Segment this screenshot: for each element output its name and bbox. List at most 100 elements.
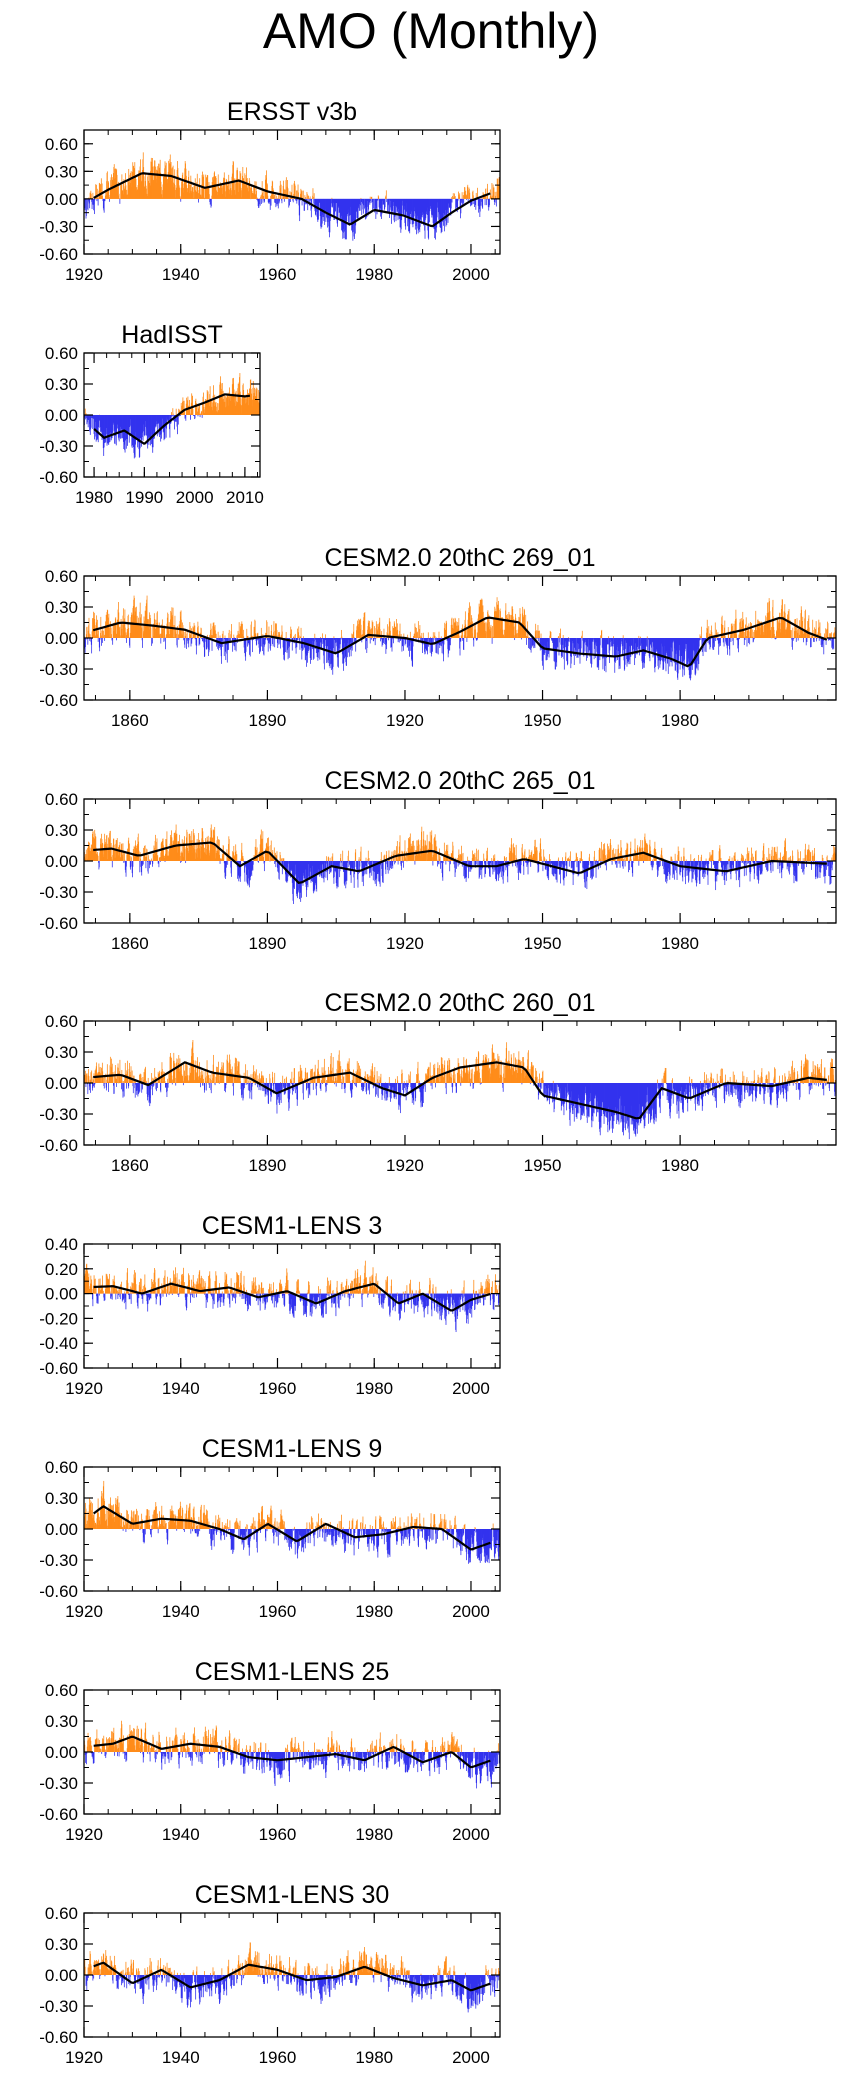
data-bar: [311, 861, 313, 881]
data-bar: [437, 861, 438, 867]
data-bar: [462, 198, 464, 203]
data-bar: [383, 628, 385, 638]
data-bar: [186, 638, 187, 649]
data-bar: [234, 394, 236, 415]
data-bar: [534, 638, 536, 648]
data-bar: [95, 184, 97, 199]
data-bar: [226, 861, 227, 868]
data-bar: [348, 198, 350, 213]
data-bar: [140, 174, 142, 199]
data-bar: [575, 859, 576, 861]
data-bar: [140, 415, 142, 438]
y-tick-label: 0.30: [45, 162, 78, 181]
data-bar: [193, 415, 195, 416]
x-tick-label: 2000: [452, 265, 490, 284]
data-bar: [125, 415, 126, 434]
data-bar: [335, 198, 336, 212]
data-bar: [394, 623, 396, 638]
data-bar: [580, 638, 582, 649]
data-bar: [260, 627, 262, 638]
data-bar: [213, 179, 215, 199]
data-bar: [246, 398, 248, 415]
data-bar: [329, 861, 331, 868]
data-bar: [98, 630, 99, 638]
data-bar: [205, 407, 207, 415]
data-bar: [722, 625, 724, 638]
data-bar: [254, 396, 256, 415]
data-bar: [228, 839, 230, 861]
data-bar: [408, 638, 409, 651]
data-bar: [450, 638, 451, 646]
data-bar: [342, 850, 344, 861]
data-bar: [374, 626, 375, 638]
data-bar: [462, 852, 464, 861]
data-bar: [319, 638, 321, 643]
data-bar: [298, 635, 300, 638]
data-bar: [387, 861, 389, 874]
data-bar: [498, 861, 500, 878]
data-bar: [591, 638, 593, 654]
data-bar: [250, 379, 252, 415]
data-bar: [433, 638, 435, 640]
data-bar: [349, 638, 350, 657]
data-bar: [93, 415, 95, 434]
data-bar: [252, 399, 253, 415]
data-bar: [409, 631, 411, 638]
data-bar: [233, 845, 235, 861]
data-bar: [166, 415, 168, 421]
data-bar: [531, 638, 532, 648]
data-bar: [516, 633, 517, 638]
data-bar: [489, 861, 491, 878]
data-bar: [353, 198, 355, 232]
data-bar: [715, 638, 717, 642]
data-bar: [199, 178, 201, 199]
data-bar: [174, 415, 175, 430]
data-bar: [564, 861, 566, 866]
data-bar: [357, 861, 359, 875]
data-bar: [154, 415, 156, 428]
data-bar: [207, 634, 208, 638]
data-bar: [528, 849, 530, 861]
data-bar: [280, 184, 282, 199]
data-bar: [533, 638, 535, 649]
data-bar: [257, 638, 258, 641]
data-bar: [516, 633, 518, 638]
data-bar: [239, 391, 241, 415]
data-bar: [608, 636, 610, 638]
data-bar: [360, 624, 362, 638]
data-bar: [497, 860, 499, 861]
data-bar: [265, 638, 267, 640]
data-bar: [661, 638, 663, 661]
data-bar: [660, 638, 662, 658]
data-bar: [238, 861, 240, 879]
data-bar: [215, 178, 217, 199]
data-bar: [785, 629, 786, 638]
data-bar: [190, 402, 192, 415]
data-bar: [93, 198, 95, 205]
data-bar: [337, 861, 339, 888]
data-bar: [466, 861, 468, 862]
data-bar: [106, 843, 108, 861]
data-bar: [495, 198, 497, 207]
data-bar: [277, 638, 279, 648]
data-bar: [502, 629, 504, 638]
data-bar: [334, 198, 336, 220]
data-bar: [418, 198, 420, 221]
data-bar: [443, 638, 444, 662]
data-bar: [433, 638, 435, 643]
data-bar: [279, 198, 280, 202]
data-bar: [412, 198, 413, 220]
data-bar: [246, 402, 247, 415]
data-bar: [665, 638, 667, 672]
data-bar: [97, 198, 99, 206]
data-bar: [360, 198, 361, 206]
data-bar: [145, 415, 147, 436]
data-bar: [629, 638, 631, 665]
data-bar: [452, 845, 454, 861]
data-bar: [173, 625, 174, 638]
data-bar: [139, 861, 141, 873]
data-bar: [188, 170, 190, 199]
data-bar: [108, 415, 110, 445]
data-bar: [256, 847, 258, 861]
data-bar: [263, 861, 265, 872]
